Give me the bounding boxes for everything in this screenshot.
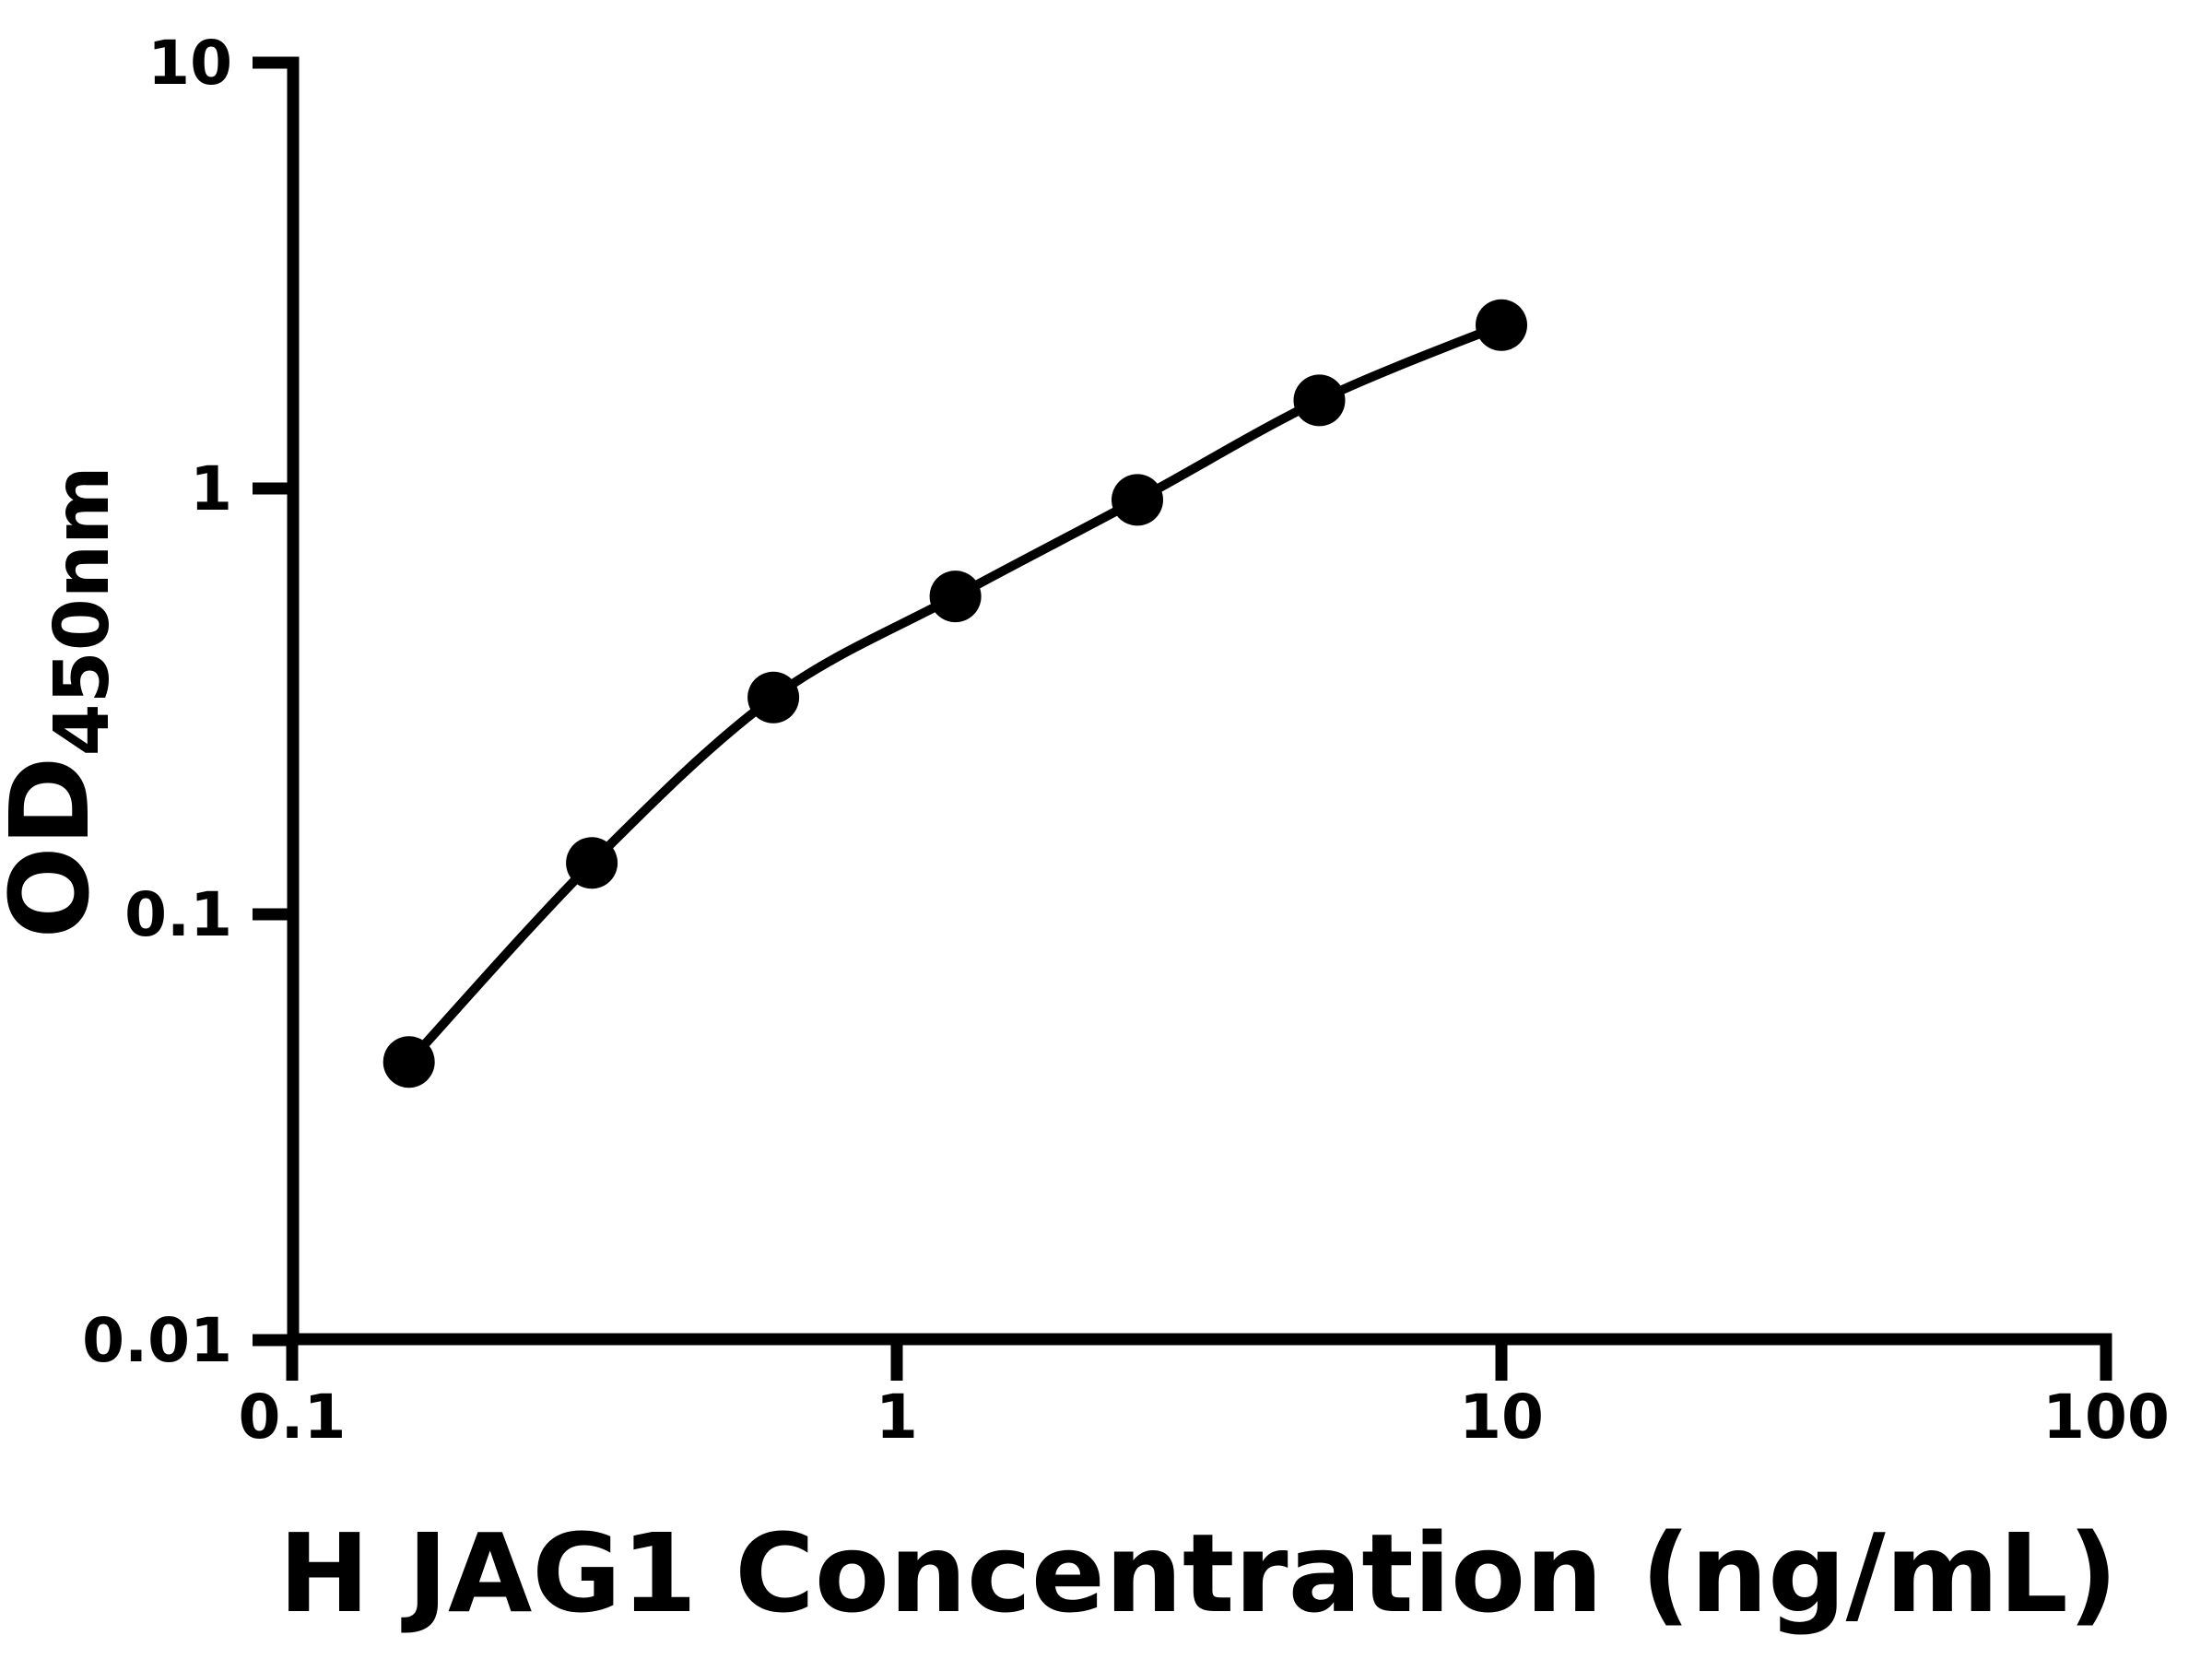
x-axis-title: H JAG1 Concentration (ng/mL) [278,1510,2118,1637]
series-layer [382,299,1527,1088]
data-point [566,837,618,889]
y-tick-label: 0.01 [82,1305,232,1376]
y-tick-label: 1 [190,453,232,524]
y-axis-title: OD450nm [0,465,126,938]
y-tick-label: 0.1 [124,879,232,950]
standard-curve [406,321,1503,1065]
data-point [1476,299,1527,351]
data-point [1112,474,1163,526]
data-point [1293,374,1346,427]
data-point [929,571,982,623]
x-tick-label: 100 [2042,1382,2170,1453]
data-point [747,671,800,724]
y-tick-label: 10 [147,28,232,99]
y-axis-title-subscript: 450nm [39,465,126,756]
y-axis-title-main: OD [0,756,113,938]
x-tick-label: 1 [876,1382,918,1453]
data-point [382,1036,435,1088]
x-tick-label: 10 [1459,1382,1544,1453]
x-tick-label: 0.1 [239,1382,347,1453]
